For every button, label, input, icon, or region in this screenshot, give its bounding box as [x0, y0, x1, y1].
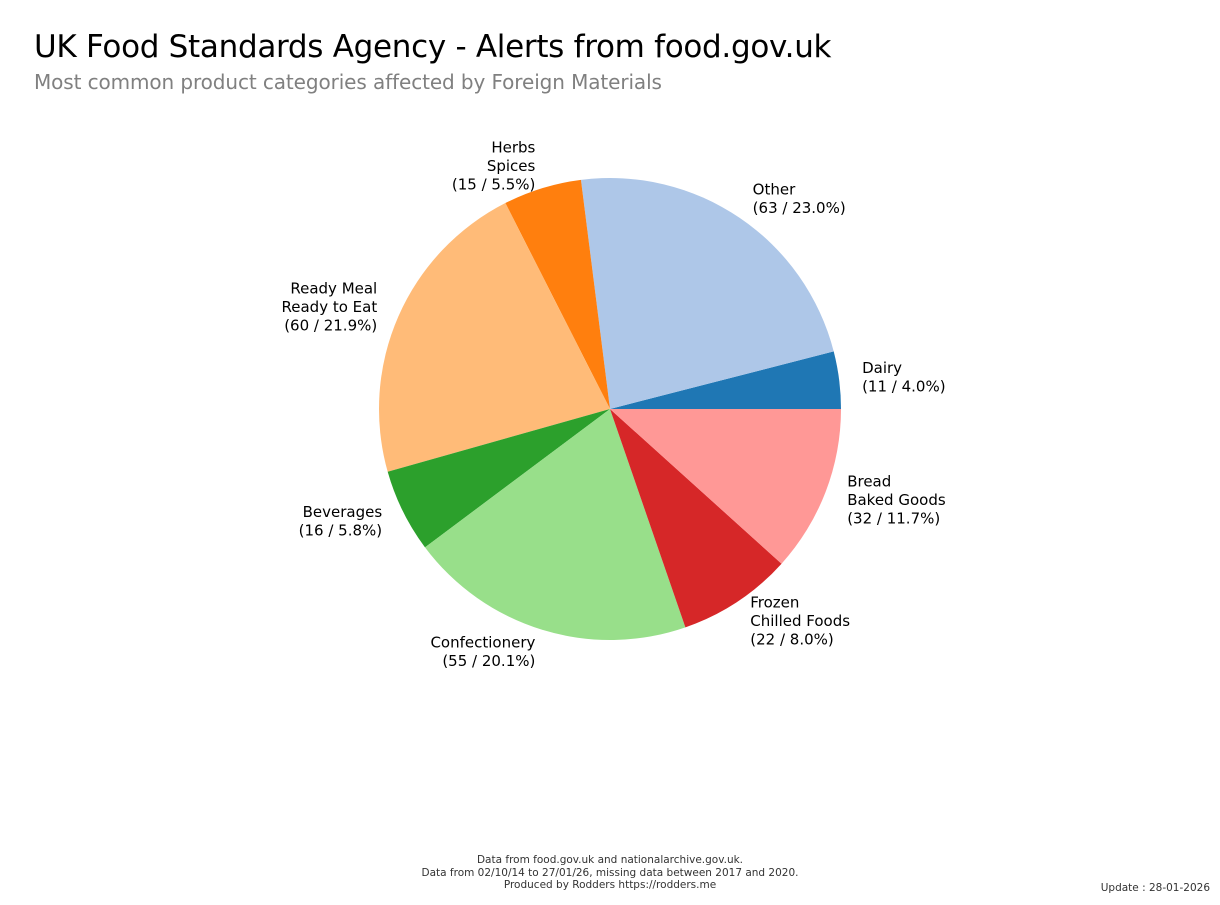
- update-date: Update : 28-01-2026: [1100, 882, 1210, 894]
- footer-credit-line: Produced by Rodders https://rodders.me: [503, 879, 717, 891]
- slice-label-ready-meal-ready-to-eat: Ready Meal Ready to Eat (60 / 21.9%): [282, 280, 378, 335]
- slice-label-line: Beverages: [303, 503, 383, 521]
- slice-label-line: Chilled Foods: [750, 612, 850, 630]
- slice-label-dairy: Dairy (11 / 4.0%): [862, 359, 946, 396]
- slice-label-line: Ready to Eat: [282, 298, 378, 316]
- slice-label-other: Other (63 / 23.0%): [753, 180, 846, 217]
- slice-label-frozen-chilled-foods: Frozen Chilled Foods (22 / 8.0%): [750, 593, 850, 648]
- slice-label-line: (22 / 8.0%): [750, 630, 834, 648]
- slice-label-line: (32 / 11.7%): [847, 510, 940, 528]
- slice-label-line: Frozen: [750, 593, 799, 611]
- slice-label-line: Ready Meal: [290, 280, 377, 298]
- slice-label-line: (60 / 21.9%): [284, 317, 377, 335]
- slice-label-beverages: Beverages (16 / 5.8%): [299, 503, 383, 540]
- slice-label-line: Spices: [487, 157, 536, 175]
- pie-slice-ready-meal-ready-to-eat: [378, 203, 610, 472]
- slice-label-line: (16 / 5.8%): [299, 522, 383, 540]
- footer-notes: Data from food.gov.uk and nationalarchiv…: [0, 854, 1220, 892]
- footer-source-line: Data from food.gov.uk and nationalarchiv…: [476, 854, 744, 866]
- slice-label-line: Other: [753, 180, 796, 198]
- pie-slice-herbs-spices: [505, 179, 610, 409]
- slice-label-line: Bread: [847, 473, 891, 491]
- pie-slices: [378, 178, 841, 641]
- slice-label-line: Confectionery: [430, 634, 535, 652]
- pie-labels: Dairy (11 / 4.0%) Other (63 / 23.0%) Herbs Sp…: [282, 139, 946, 671]
- pie-slice-dairy: [610, 351, 841, 409]
- pie-slice-confectionery: [425, 409, 686, 641]
- slice-label-line: (11 / 4.0%): [862, 377, 946, 395]
- chart-subtitle: Most common product categories affected …: [34, 70, 662, 94]
- chart-title: UK Food Standards Agency - Alerts from f…: [34, 29, 832, 65]
- slice-label-bread-baked-goods: Bread Baked Goods (32 / 11.7%): [847, 473, 946, 528]
- pie-slice-bread-baked-goods: [610, 409, 841, 564]
- pie-slice-other: [580, 178, 834, 409]
- slice-label-line: (55 / 20.1%): [442, 652, 535, 670]
- slice-label-line: (15 / 5.5%): [452, 176, 536, 194]
- slice-label-line: Herbs: [491, 139, 535, 157]
- slice-label-line: Dairy: [862, 359, 902, 377]
- footer-range-line: Data from 02/10/14 to 27/01/26, missing …: [421, 866, 799, 879]
- pie-slice-frozen-chilled-foods: [610, 409, 782, 628]
- slice-label-line: Baked Goods: [847, 491, 946, 509]
- pie-slice-beverages: [387, 409, 610, 548]
- slice-label-herbs-spices: Herbs Spices (15 / 5.5%): [452, 139, 536, 194]
- slice-label-line: (63 / 23.0%): [753, 199, 846, 217]
- slice-label-confectionery: Confectionery (55 / 20.1%): [430, 634, 535, 671]
